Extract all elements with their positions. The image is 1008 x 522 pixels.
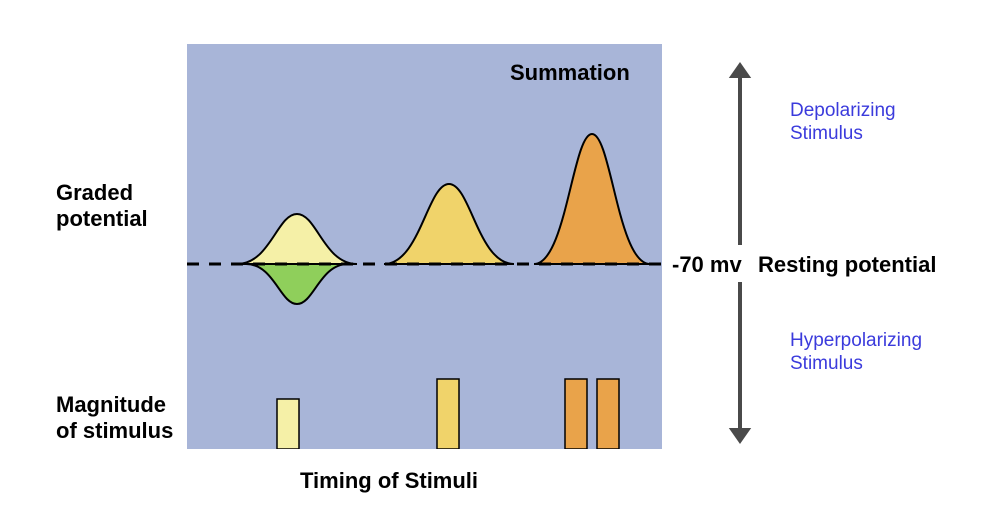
depolarizing-arrow-head <box>729 62 751 78</box>
label-x-axis: Timing of Stimuli <box>300 468 478 494</box>
label-graded-potential: Graded potential <box>56 180 148 233</box>
hyperpolarizing-arrow-head <box>729 428 751 444</box>
diagram-container: Summation Graded potential Magnitude of … <box>0 0 1008 522</box>
label-magnitude: Magnitude of stimulus <box>56 392 173 445</box>
label-depolarizing: Depolarizing Stimulus <box>790 100 896 146</box>
label-resting-potential: Resting potential <box>758 252 936 278</box>
label-summation: Summation <box>510 60 630 86</box>
label-resting-value: -70 mv <box>672 252 742 278</box>
label-hyperpolarizing: Hyperpolarizing Stimulus <box>790 330 922 376</box>
